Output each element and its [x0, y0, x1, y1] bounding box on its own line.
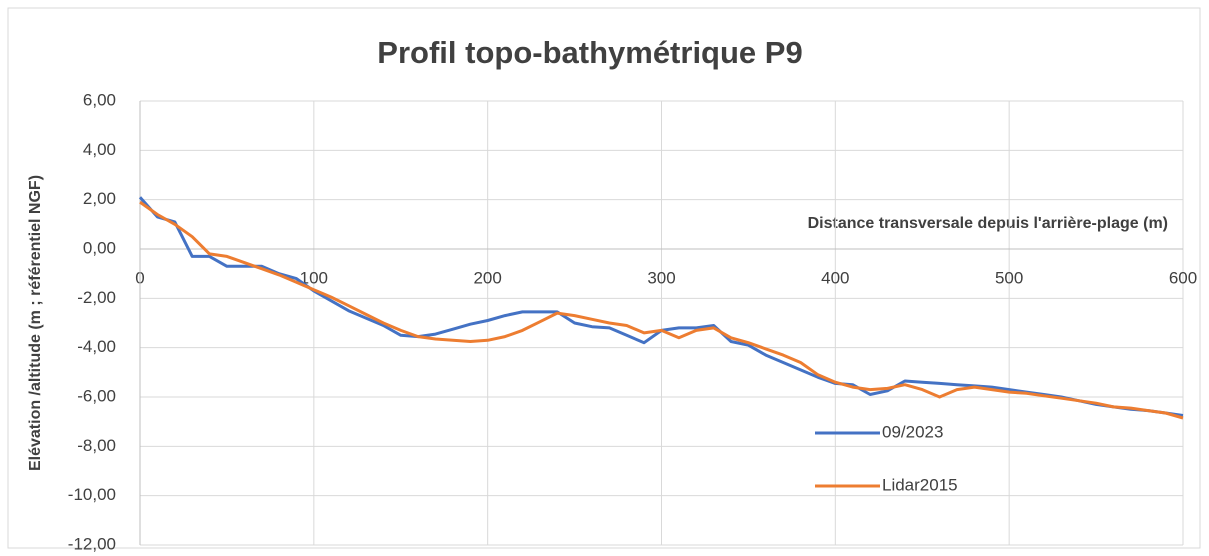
x-tick-label: 200 — [473, 268, 501, 287]
x-tick-label: 600 — [1169, 268, 1197, 287]
y-tick-label: 0,00 — [83, 238, 116, 257]
y-tick-label: 2,00 — [83, 189, 116, 208]
x-axis-title: Distance transversale depuis l'arrière-p… — [808, 215, 1168, 232]
legend-label: 09/2023 — [882, 422, 943, 441]
series-line — [139, 200, 1184, 420]
x-tick-label: 100 — [300, 268, 328, 287]
chart-frame — [7, 7, 1201, 549]
x-tick-label: 400 — [821, 268, 849, 287]
y-axis-title: Elévation /altitude (m ; référentiel NGF… — [27, 175, 44, 471]
y-tick-label: 6,00 — [83, 90, 116, 109]
x-tick-label: 500 — [995, 268, 1023, 287]
legend-label: Lidar2015 — [882, 475, 958, 494]
y-tick-label: -6,00 — [77, 386, 116, 405]
y-tick-label: -4,00 — [77, 337, 116, 356]
y-tick-label: -10,00 — [68, 485, 116, 504]
chart-title: Profil topo-bathymétrique P9 — [377, 35, 802, 70]
y-tick-label: -12,00 — [68, 534, 116, 553]
x-tick-label: 300 — [647, 268, 675, 287]
y-tick-label: 4,00 — [83, 140, 116, 159]
y-tick-label: -8,00 — [77, 436, 116, 455]
y-tick-label: -2,00 — [77, 288, 116, 307]
